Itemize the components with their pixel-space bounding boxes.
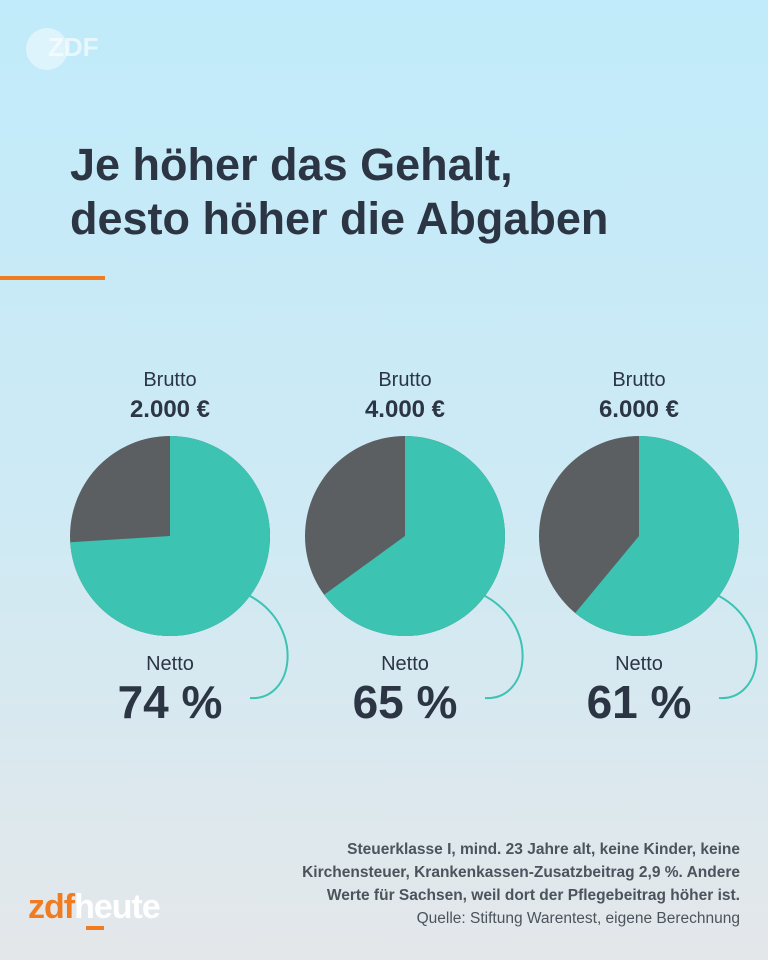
logo-heute: heute <box>74 888 161 926</box>
brutto-amount: 2.000 € <box>129 396 211 423</box>
footnote: Steuerklasse I, mind. 23 Jahre alt, kein… <box>302 838 740 930</box>
source: Quelle: Stiftung Warentest, eigene Berec… <box>416 910 740 927</box>
page-title: Je höher das Gehalt, desto höher die Abga… <box>70 138 608 246</box>
connector-line <box>718 595 758 700</box>
title-line-1: Je höher das Gehalt, <box>70 139 513 190</box>
connector-line <box>249 595 289 700</box>
footnote-line: Werte für Sachsen, weil dort der Pflegeb… <box>326 887 740 904</box>
netto-label: Netto <box>615 653 663 675</box>
netto-percent: 61 % <box>586 676 692 728</box>
footnote-line: Kirchensteuer, Krankenkassen-Zusatzbeitr… <box>302 864 740 881</box>
pie-slice-netto <box>575 436 739 636</box>
title-line-2: desto höher die Abgaben <box>70 193 609 244</box>
accent-rule <box>0 276 105 280</box>
footnote-line: Steuerklasse I, mind. 23 Jahre alt, kein… <box>347 841 740 858</box>
watermark-text: ZDF <box>48 32 99 62</box>
netto-percent: 65 % <box>352 676 458 728</box>
netto-label: Netto <box>146 653 194 675</box>
logo-zdf: zdf <box>28 888 75 926</box>
zdf-watermark-logo <box>26 28 68 70</box>
logo-underscore <box>86 926 104 930</box>
pie-slice-netto <box>70 436 270 637</box>
pie-slice-netto <box>324 436 506 637</box>
netto-percent: 74 % <box>117 676 223 728</box>
brutto-amount: 6.000 € <box>598 396 680 423</box>
brutto-label: Brutto <box>143 369 197 391</box>
zdfheute-logo: zdfheute <box>28 888 161 927</box>
netto-label: Netto <box>381 653 429 675</box>
connector-line <box>484 595 524 700</box>
brutto-amount: 4.000 € <box>364 396 446 423</box>
brutto-label: Brutto <box>612 369 666 391</box>
brutto-label: Brutto <box>378 369 432 391</box>
